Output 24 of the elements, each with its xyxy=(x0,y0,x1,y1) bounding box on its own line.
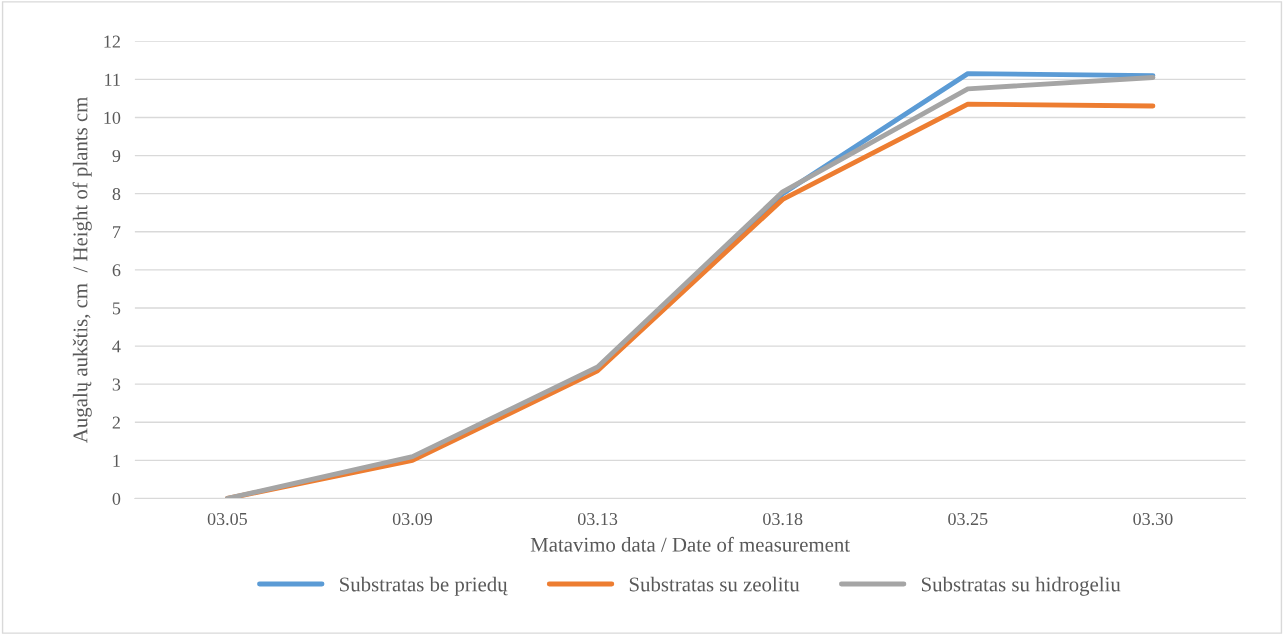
y-axis-title: Augalų aukštis, cm / Height of plants cm xyxy=(72,96,92,443)
y-tick-label: 8 xyxy=(112,187,121,201)
y-tick-label: 7 xyxy=(113,226,121,239)
y-tick-label: 10 xyxy=(104,111,121,124)
y-tick-label: 1 xyxy=(113,454,120,467)
legend-label: Substratas su zeolitu xyxy=(629,576,800,592)
legend-label: Substratas be priedų xyxy=(340,576,508,596)
x-tick-label: 03.25 xyxy=(948,512,988,526)
x-tick-label: 03.05 xyxy=(207,512,247,526)
y-tick-label: 9 xyxy=(112,149,121,163)
legend-label: Substratas su hidrogeliu xyxy=(921,576,1121,596)
y-tick-label: 12 xyxy=(104,35,120,48)
y-tick-label: 4 xyxy=(112,340,121,353)
y-tick-label: 6 xyxy=(112,264,121,277)
x-tick-label: 03.30 xyxy=(1133,512,1173,526)
y-tick-label: 3 xyxy=(112,378,121,391)
x-tick-label: 03.09 xyxy=(392,512,433,526)
y-tick-label: 0 xyxy=(112,492,121,505)
x-tick-label: 03.18 xyxy=(763,512,803,526)
x-tick-label: 03.13 xyxy=(577,512,618,526)
y-tick-label: 5 xyxy=(112,302,121,315)
x-axis-title: Matavimo data / Date of measurement xyxy=(530,536,850,552)
y-tick-label: 2 xyxy=(112,416,120,429)
y-tick-label: 11 xyxy=(105,73,120,86)
